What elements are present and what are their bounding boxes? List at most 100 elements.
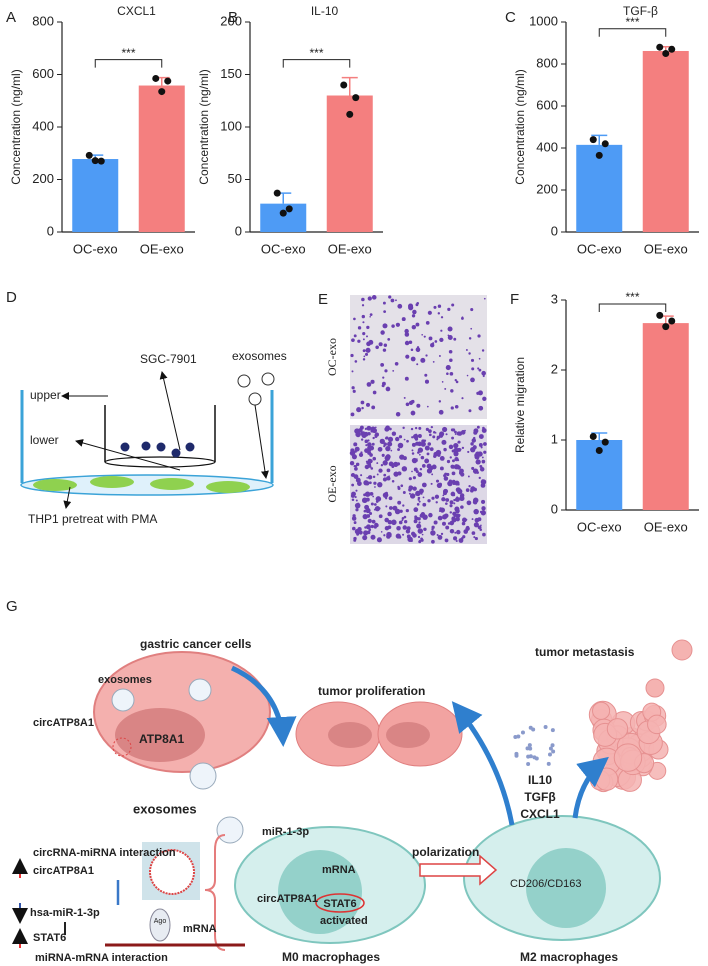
stained-cell [366, 382, 372, 387]
label: lower [30, 433, 59, 447]
label: hsa-miR-1-3p [30, 907, 100, 919]
stained-cell [446, 459, 451, 464]
stained-cell [436, 482, 442, 488]
y-tick-label: 50 [228, 171, 242, 186]
stained-cell [379, 438, 385, 444]
significance-bracket [598, 303, 667, 312]
significance-bracket [94, 59, 163, 68]
stained-cell [440, 316, 444, 319]
stained-cell [412, 476, 416, 480]
y-tick-label: 400 [536, 139, 558, 154]
y-tick-label: 800 [32, 13, 54, 28]
stained-cell [451, 471, 456, 476]
stained-cell [481, 456, 484, 459]
stained-cell [364, 491, 371, 497]
stained-cell [422, 464, 426, 468]
stained-cell [416, 459, 418, 462]
error-bar [591, 432, 608, 440]
label: upper [30, 388, 61, 402]
stained-cell [388, 295, 392, 299]
stained-cell [395, 322, 401, 327]
stained-cell [389, 462, 394, 467]
stained-cell [411, 452, 415, 455]
stained-cell [474, 536, 478, 541]
stained-cell [432, 360, 435, 363]
stained-cell [417, 472, 423, 477]
label: STAT6 [323, 898, 356, 910]
stained-cell [437, 453, 441, 457]
stained-cell [426, 468, 433, 474]
stained-cell [411, 470, 413, 473]
stained-cell [380, 342, 383, 345]
stained-cell [349, 460, 355, 466]
stained-cell [401, 466, 408, 472]
arrow [63, 486, 72, 509]
stained-cell [408, 485, 414, 491]
stained-cell [455, 380, 459, 384]
stained-cell [418, 500, 421, 503]
stained-cell [467, 475, 470, 478]
data-point [273, 189, 281, 197]
y-tick-label: 0 [551, 223, 558, 238]
stained-cell [414, 426, 418, 430]
panel-label: F [510, 291, 519, 308]
stained-cell [425, 354, 428, 357]
y-tick-label: 1000 [529, 13, 558, 28]
bar [138, 85, 185, 233]
data-point [662, 50, 670, 57]
label: exosomes [98, 674, 152, 686]
stained-cell [362, 349, 366, 353]
stained-cell [442, 514, 448, 520]
stained-cell [455, 539, 458, 543]
stained-cell [439, 466, 444, 471]
stained-cell [352, 526, 356, 531]
stained-cell [412, 534, 416, 538]
stained-cell [356, 532, 360, 536]
stained-cell [477, 367, 480, 370]
stained-cell [461, 446, 465, 450]
stained-cell [430, 425, 434, 429]
bar [576, 144, 623, 232]
stained-cells [349, 295, 487, 544]
label: M2 macrophages [520, 950, 618, 964]
label: polarization [412, 845, 479, 859]
stained-cell [381, 381, 386, 386]
y-tick-label: 0 [47, 223, 54, 238]
cytokine [547, 752, 552, 757]
stained-cell [376, 537, 382, 543]
stained-cell [402, 525, 407, 530]
stained-cell [411, 314, 416, 318]
y-tick-label: 600 [32, 66, 54, 81]
tumor-cell [594, 767, 619, 791]
data-point [656, 311, 664, 319]
stained-cell [453, 537, 457, 541]
stained-cell [467, 450, 470, 454]
bar [642, 323, 689, 510]
x-tick-label: OE-exo [140, 241, 184, 256]
stained-cell [468, 337, 472, 340]
stained-cell [410, 356, 416, 362]
label: circRNA-miRNA interaction [33, 847, 176, 859]
stained-cell [423, 439, 427, 442]
stained-cell [465, 518, 468, 521]
stained-cell [367, 448, 372, 452]
stained-cell [363, 530, 369, 536]
stained-cell [451, 436, 455, 440]
stained-cell [375, 496, 382, 502]
stained-cell [444, 472, 448, 476]
cell [120, 442, 130, 452]
stained-cell [461, 521, 466, 526]
stained-cell [424, 445, 430, 451]
stained-cell [430, 343, 435, 348]
panel-d: D SGC-7901 exosomes upper lower THP1 pre… [6, 289, 287, 526]
stained-cell [372, 390, 377, 395]
y-tick-label: 400 [32, 118, 54, 133]
stained-cell [396, 525, 401, 531]
cytokine [551, 749, 556, 754]
stained-cell [459, 495, 465, 501]
stained-cell [450, 389, 454, 393]
stained-cell [412, 399, 415, 402]
label: STAT6 [33, 932, 66, 944]
stained-cell [410, 348, 414, 351]
stained-cell [445, 365, 451, 371]
